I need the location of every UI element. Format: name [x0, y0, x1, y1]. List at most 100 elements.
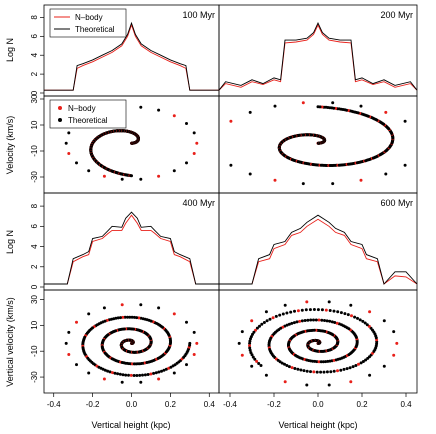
theoretical-outer-point: [157, 108, 161, 112]
theoretical-point: [289, 310, 293, 314]
theoretical-point: [126, 315, 129, 319]
theoretical-outer-point: [327, 300, 331, 304]
theoretical-point: [363, 321, 367, 325]
theoretical-outer-point: [349, 303, 353, 307]
theoretical-point: [119, 316, 122, 320]
y-tick-label: 0: [30, 90, 39, 95]
y-tick-label: 30: [30, 94, 39, 103]
y-tick-label: 4: [30, 52, 39, 57]
theoretical-outer-point: [87, 312, 91, 316]
theoretical-outer-point: [301, 182, 305, 186]
theoretical-point: [361, 319, 365, 323]
theoretical-point: [293, 309, 296, 313]
theoretical-point: [252, 330, 256, 334]
nbody-outer-point: [392, 353, 396, 357]
theoretical-point: [319, 370, 323, 374]
panel-bottom-right-plot: [237, 300, 399, 387]
theoretical-point: [121, 373, 125, 377]
theoretical-point: [108, 370, 112, 374]
theoretical-point: [305, 369, 309, 373]
theoretical-point: [290, 321, 294, 325]
y-tick-label: 2: [30, 264, 39, 269]
theoretical-outer-point: [327, 383, 331, 387]
theoretical-outer-point: [64, 141, 68, 145]
theoretical-point: [127, 373, 130, 377]
nbody-outer-point: [102, 174, 106, 178]
theoretical-point: [152, 371, 156, 375]
theoretical-point: [130, 315, 134, 319]
theoretical-point: [300, 319, 304, 323]
theoretical-point: [303, 319, 307, 322]
theoretical-point: [103, 368, 107, 372]
theoretical-point: [169, 365, 173, 369]
nbody-point: [357, 362, 360, 366]
theoretical-point: [328, 319, 332, 323]
theoretical-outer-point: [75, 161, 78, 165]
nbody-point: [312, 370, 316, 374]
x-tick-label: 0.4: [204, 400, 216, 409]
y-tick-label: 30: [30, 295, 39, 304]
theoretical-outer-point: [250, 364, 254, 368]
theoretical-point: [346, 313, 350, 317]
theoretical-point: [356, 316, 359, 320]
theoretical-point: [364, 358, 368, 362]
theoretical-point: [293, 367, 297, 370]
panel-frames: [43, 4, 418, 394]
theoretical-point: [332, 369, 336, 373]
ylabel-vertical-velocity: Vertical velocity (km/s): [5, 297, 15, 387]
theoretical-point: [324, 360, 328, 364]
panel-top-right-plot: [218, 22, 418, 91]
nbody-point: [137, 316, 141, 320]
theoretical-outer-point: [229, 163, 233, 167]
theoretical-outer-point: [331, 182, 335, 186]
theoretical-point: [312, 308, 316, 311]
series-nbody-line: [219, 218, 418, 285]
theoretical-point: [154, 371, 158, 375]
theoretical-point: [336, 310, 340, 314]
nbody-outer-point: [192, 353, 196, 356]
y-tick-label: -10: [30, 345, 39, 357]
theoretical-point: [248, 341, 252, 345]
theoretical-point: [325, 370, 329, 374]
theoretical-point: [322, 370, 326, 374]
y-tick-label: -30: [30, 171, 39, 183]
theoretical-point: [260, 322, 264, 326]
theoretical-point: [268, 317, 272, 321]
series-nbody-line: [218, 23, 418, 91]
nbody-point: [290, 366, 294, 370]
nbody-point: [129, 373, 133, 377]
nbody-point: [317, 318, 321, 322]
theoretical-point: [259, 364, 263, 367]
theoretical-point: [135, 374, 139, 377]
theoretical-point: [292, 321, 296, 325]
theoretical-point: [283, 362, 286, 366]
theoretical-point: [278, 313, 282, 317]
theoretical-point: [285, 323, 289, 327]
nbody-point: [336, 369, 339, 373]
theoretical-point: [339, 368, 343, 372]
theoretical-point: [308, 308, 312, 312]
theoretical-point: [302, 369, 306, 373]
theoretical-point: [329, 370, 333, 374]
x-tick-label: 0.4: [400, 400, 412, 409]
theoretical-point: [130, 174, 133, 178]
nbody-point: [367, 324, 371, 328]
theoretical-outer-point: [264, 373, 268, 377]
y-tick-label: 6: [30, 34, 39, 39]
series-nbody-line: [44, 214, 219, 285]
theoretical-point: [300, 308, 304, 312]
theoretical-outer-point: [359, 104, 363, 108]
legend-points: N–body Theoretical: [49, 99, 127, 129]
theoretical-point: [320, 318, 324, 322]
nbody-point: [335, 321, 339, 325]
theoretical-outer-point: [172, 371, 176, 375]
theoretical-point: [248, 348, 252, 352]
x-tick-label: 0.2: [165, 400, 177, 409]
y-tick-label: 10: [30, 320, 39, 329]
theoretical-point: [113, 371, 117, 375]
panel-title-200myr: 200 Myr: [380, 10, 413, 20]
theoretical-point: [314, 318, 318, 322]
theoretical-outer-point: [185, 161, 188, 165]
theoretical-point: [354, 364, 358, 367]
